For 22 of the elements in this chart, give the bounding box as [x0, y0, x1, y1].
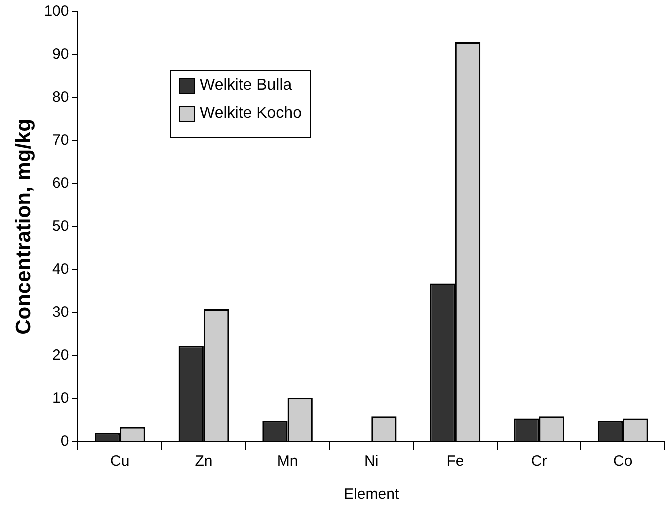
y-tick-label: 70 — [52, 132, 70, 150]
x-tick-label: Ni — [364, 453, 379, 470]
y-tick-label: 90 — [52, 46, 70, 64]
y-tick-label: 10 — [52, 390, 70, 408]
y-tick-label: 0 — [60, 433, 70, 450]
x-tick-label: Zn — [195, 453, 213, 470]
legend-label: Welkite Kocho — [200, 105, 302, 123]
x-tick-label: Cr — [531, 453, 548, 470]
x-axis-title: Element — [344, 486, 400, 504]
y-tick-label: 40 — [52, 261, 70, 278]
y-tick-label: 100 — [44, 3, 70, 20]
x-tick-label: Co — [613, 453, 633, 470]
y-tick-label: 60 — [52, 175, 70, 192]
x-tick-label: Fe — [446, 453, 464, 470]
y-tick-label: 80 — [52, 89, 70, 106]
y-axis-title: Concentration, mg/kg — [12, 119, 36, 335]
x-tick-label: Cu — [110, 453, 130, 470]
y-tick-label: 30 — [52, 304, 70, 322]
legend-label: Welkite Bulla — [200, 77, 292, 95]
y-tick-label: 20 — [52, 347, 70, 364]
y-tick-label: 50 — [52, 218, 70, 236]
x-tick-label: Mn — [277, 453, 298, 470]
